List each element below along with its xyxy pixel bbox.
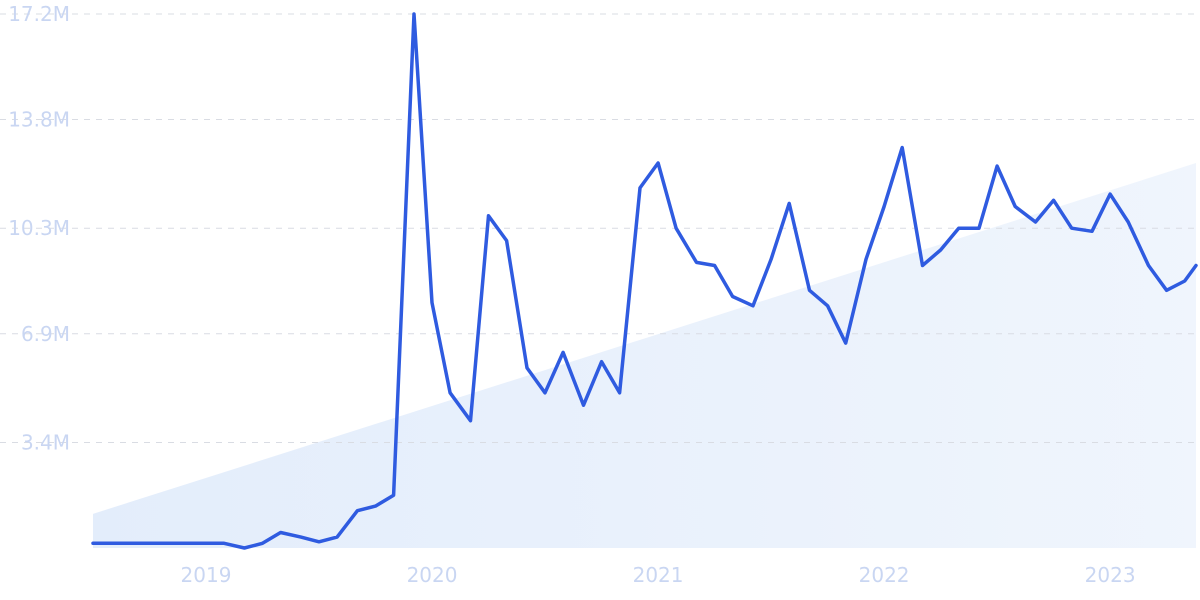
x-tick-label: 2020	[407, 563, 458, 587]
series-line	[91, 12, 1198, 550]
trend-area	[93, 163, 1196, 548]
x-tick-label: 2022	[859, 563, 910, 587]
y-tick-label: 6.9M	[21, 322, 70, 346]
x-tick-label: 2021	[633, 563, 684, 587]
y-tick-label: 13.8M	[8, 108, 70, 132]
y-tick-label: 17.2M	[8, 2, 70, 26]
x-tick-label: 2023	[1085, 563, 1136, 587]
y-tick-label: 10.3M	[8, 216, 70, 240]
y-tick-label: 3.4M	[21, 430, 70, 454]
x-tick-label: 2019	[181, 563, 232, 587]
